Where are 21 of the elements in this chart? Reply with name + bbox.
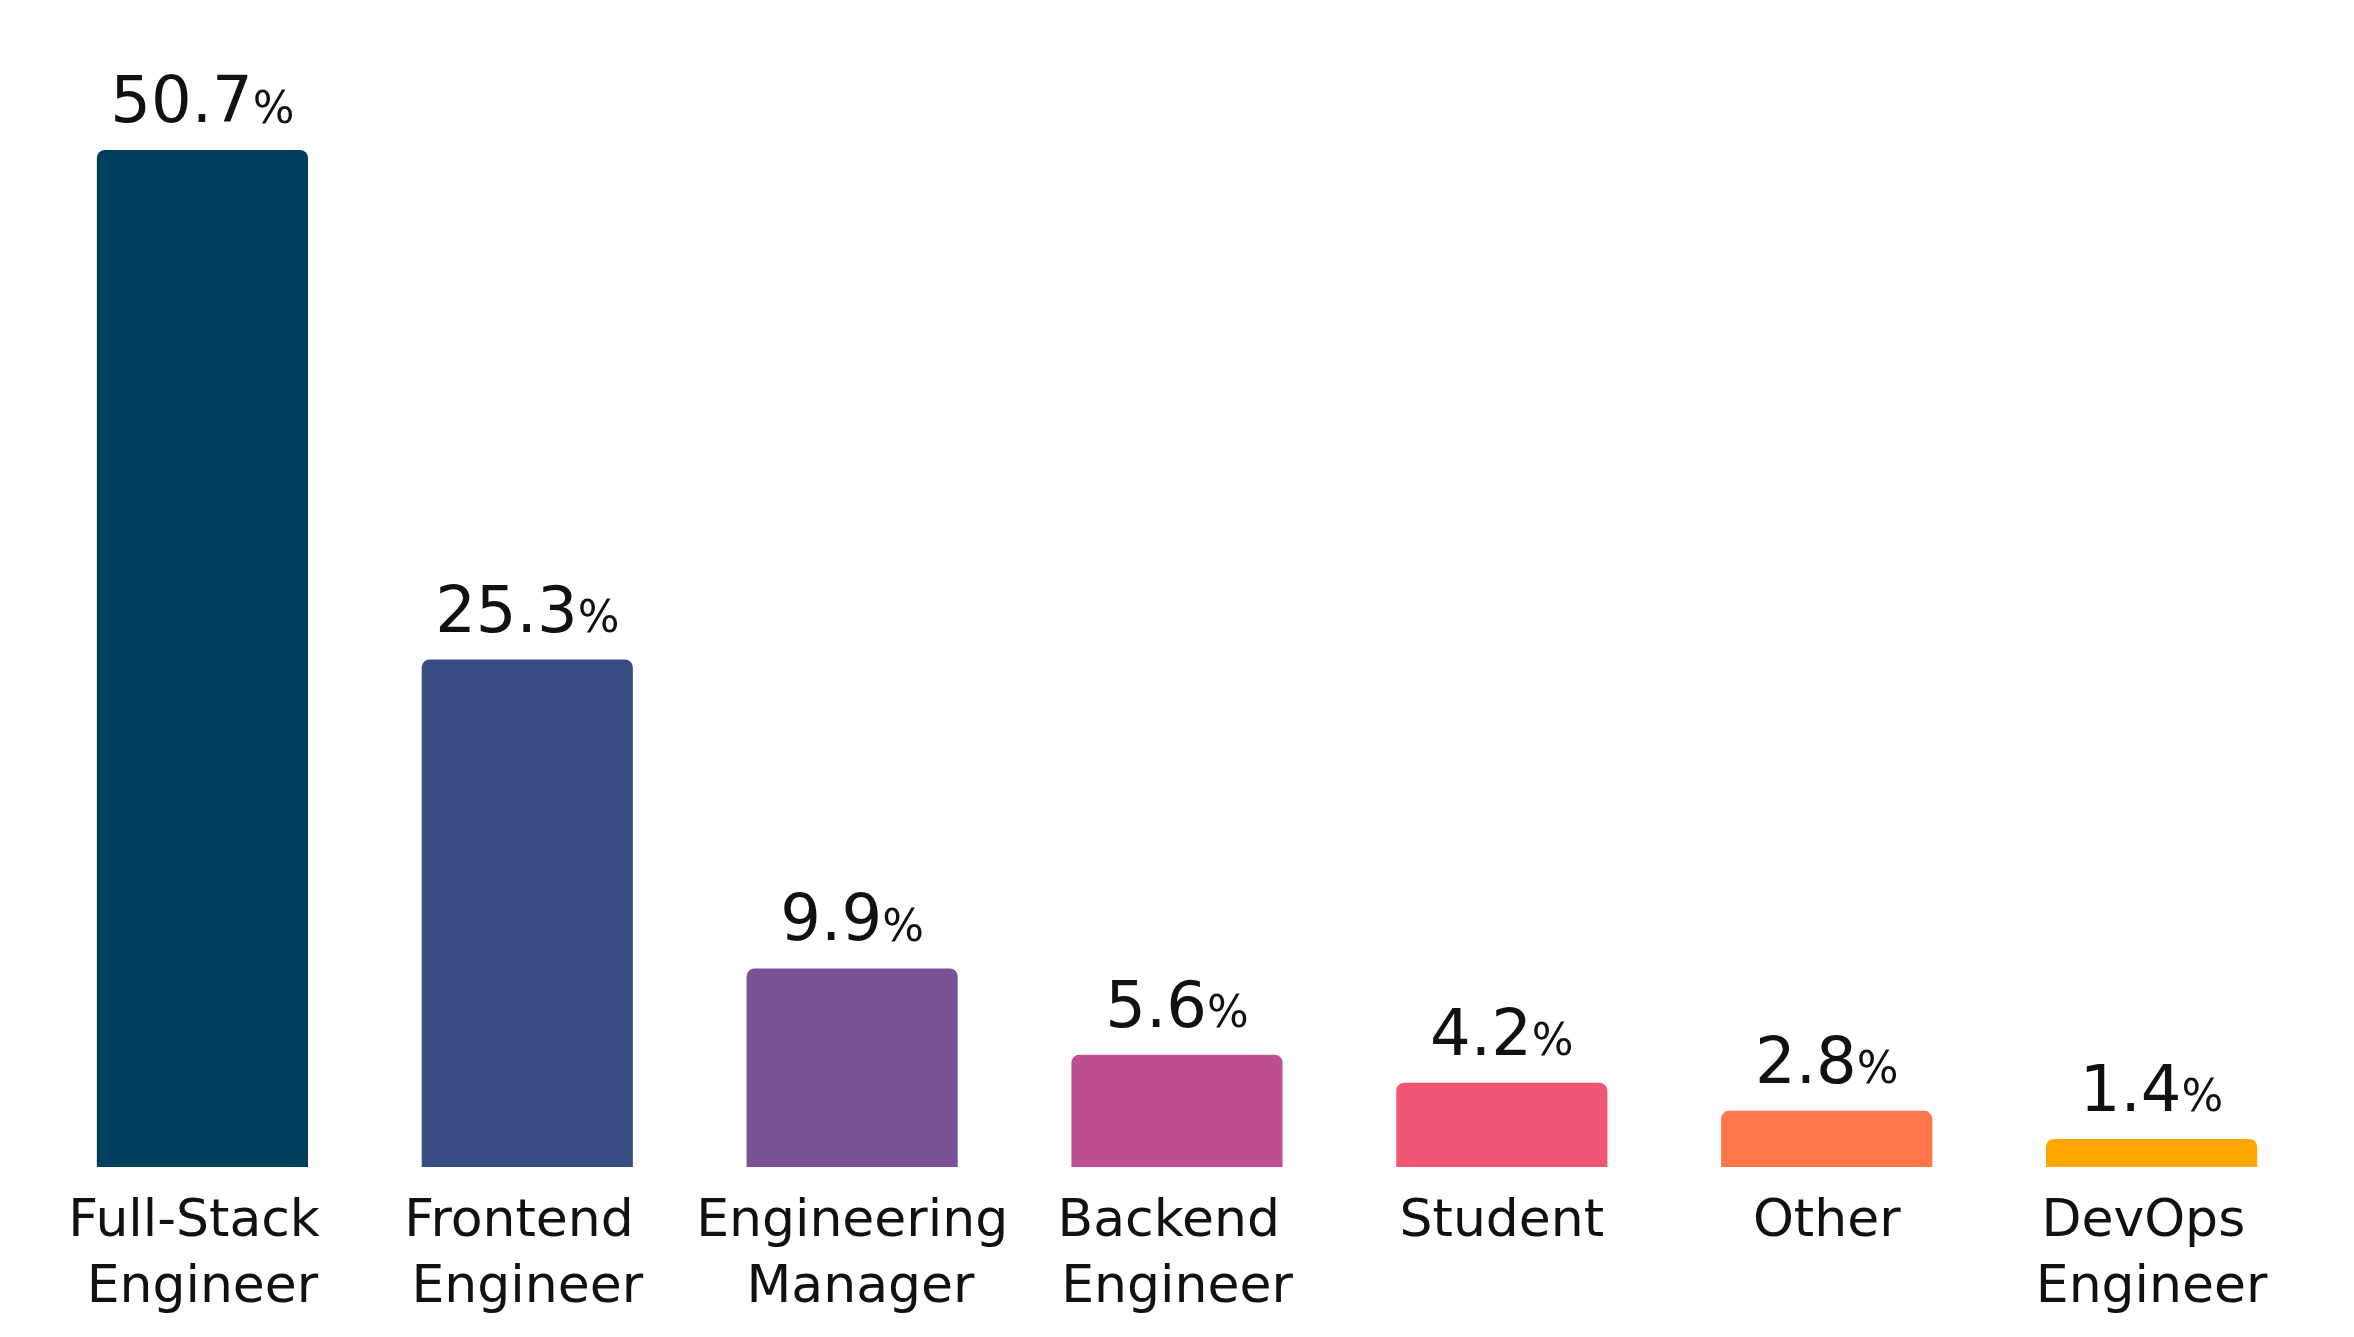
x-tick-label: Other [1752,1188,1902,1248]
data-label: 1.4% [2079,1051,2224,1126]
data-label: 5.6% [1105,967,1249,1042]
bar [1721,1110,1933,1167]
x-tick-label: Student [1399,1188,1605,1248]
x-tick-label: Backend Engineer [1057,1188,1297,1314]
bar [746,968,958,1167]
bar [1396,1082,1608,1167]
bar [2045,1138,2258,1167]
data-label: 50.7% [110,63,295,137]
x-tick-label: Engineering Manager [696,1188,1009,1314]
bar [1071,1054,1283,1167]
x-tick-label: DevOps Engineer [2035,1188,2268,1314]
bar [96,150,309,1167]
bar [421,659,633,1167]
x-tick-label: Frontend Engineer [404,1188,651,1314]
data-label: 9.9% [780,881,924,956]
data-label: 25.3% [435,572,620,647]
x-tick-label: Full-Stack Engineer [68,1188,337,1314]
data-label: 2.8% [1754,1023,1899,1098]
data-label: 4.2% [1430,995,1574,1070]
